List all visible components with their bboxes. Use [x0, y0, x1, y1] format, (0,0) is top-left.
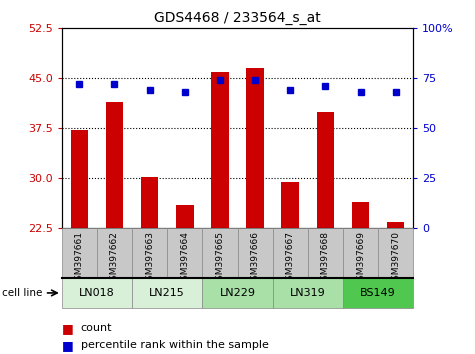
Text: ■: ■	[62, 322, 74, 335]
Text: GSM397664: GSM397664	[180, 231, 189, 286]
Text: BS149: BS149	[360, 288, 396, 298]
Text: LN229: LN229	[219, 288, 256, 298]
Bar	[281, 182, 299, 228]
Bar	[105, 102, 124, 228]
Bar	[343, 278, 413, 308]
Bar	[176, 205, 194, 228]
Bar	[71, 130, 88, 228]
Bar	[167, 228, 202, 278]
Text: LN018: LN018	[79, 288, 115, 298]
Bar	[238, 228, 273, 278]
Bar	[273, 228, 308, 278]
Title: GDS4468 / 233564_s_at: GDS4468 / 233564_s_at	[154, 11, 321, 24]
Text: GSM397668: GSM397668	[321, 231, 330, 286]
Text: GSM397666: GSM397666	[251, 231, 259, 286]
Text: ■: ■	[62, 339, 74, 352]
Bar	[387, 222, 404, 228]
Text: count: count	[81, 323, 112, 333]
Bar	[343, 228, 378, 278]
Text: GSM397663: GSM397663	[145, 231, 154, 286]
Bar	[132, 278, 202, 308]
Bar	[247, 68, 264, 228]
Text: GSM397670: GSM397670	[391, 231, 400, 286]
Text: GSM397667: GSM397667	[286, 231, 294, 286]
Bar	[62, 228, 97, 278]
Bar	[62, 278, 132, 308]
Text: percentile rank within the sample: percentile rank within the sample	[81, 340, 269, 350]
Bar	[273, 278, 343, 308]
Bar	[308, 228, 343, 278]
Text: GSM397665: GSM397665	[216, 231, 224, 286]
Bar	[211, 72, 228, 228]
Bar	[352, 202, 369, 228]
Text: LN215: LN215	[149, 288, 185, 298]
Text: LN319: LN319	[290, 288, 326, 298]
Bar	[202, 228, 238, 278]
Bar	[141, 177, 158, 228]
Text: cell line: cell line	[2, 288, 43, 298]
Text: GSM397662: GSM397662	[110, 231, 119, 286]
Bar	[316, 112, 334, 228]
Text: GSM397661: GSM397661	[75, 231, 84, 286]
Bar	[97, 228, 132, 278]
Bar	[378, 228, 413, 278]
Bar	[202, 278, 273, 308]
Text: GSM397669: GSM397669	[356, 231, 365, 286]
Bar	[132, 228, 167, 278]
